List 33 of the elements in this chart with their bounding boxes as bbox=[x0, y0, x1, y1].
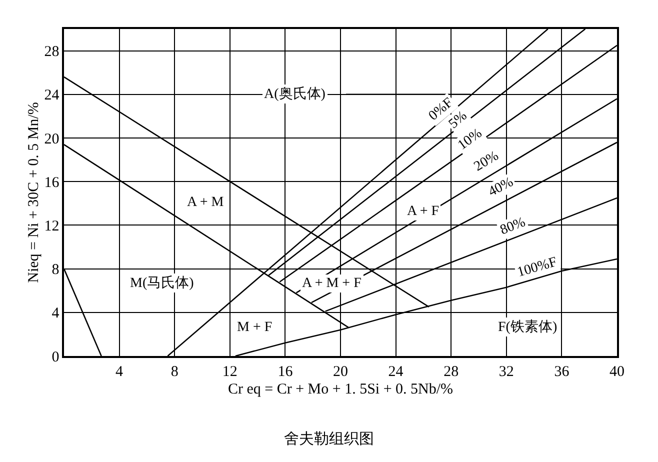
x-tick-label: 12 bbox=[222, 364, 238, 380]
y-tick-label: 24 bbox=[44, 88, 60, 104]
x-tick-label: 4 bbox=[116, 364, 124, 380]
y-tick-label: 12 bbox=[44, 218, 60, 234]
y-tick-label: 8 bbox=[52, 262, 60, 278]
annotation: 5% bbox=[446, 108, 470, 132]
x-tick-label: 24 bbox=[388, 364, 404, 380]
annotation: 40% bbox=[486, 174, 516, 200]
annotation: A + M bbox=[187, 195, 224, 210]
y-tick-label: 20 bbox=[44, 131, 60, 148]
annotation: A + F bbox=[407, 204, 440, 219]
text: 舍夫勒组织图 bbox=[284, 430, 374, 448]
annotation: A + M + F bbox=[302, 276, 362, 291]
annotation: 10% bbox=[455, 126, 486, 154]
x-tick-label: 16 bbox=[278, 364, 294, 380]
x-tick-label: 36 bbox=[554, 364, 570, 380]
annotation: A(奥氏体) bbox=[264, 86, 326, 102]
x-tick-label: 20 bbox=[333, 364, 348, 380]
y-tick-label: 28 bbox=[44, 44, 60, 60]
y-tick-label: 4 bbox=[52, 306, 60, 322]
x-tick-label: 28 bbox=[444, 364, 459, 380]
x-tick-label: 40 bbox=[610, 364, 624, 380]
y-tick-label: 16 bbox=[44, 174, 60, 191]
y-axis-title: Nieq = Ni + 30C + 0. 5 Mn/% bbox=[26, 102, 42, 283]
annotation: 100%F bbox=[516, 254, 559, 280]
annotation: M(马氏体) bbox=[130, 275, 194, 291]
x-tick-label: 32 bbox=[498, 364, 514, 380]
x-axis-title: Cr eq = Cr + Mo + 1. 5Si + 0. 5Nb/% bbox=[228, 381, 454, 398]
annotation: M + F bbox=[237, 320, 272, 335]
annotation: 80% bbox=[498, 214, 528, 238]
annotation: F(铁素体) bbox=[498, 319, 558, 335]
y-tick-label: 0 bbox=[52, 349, 60, 366]
x-tick-label: 8 bbox=[170, 364, 178, 380]
